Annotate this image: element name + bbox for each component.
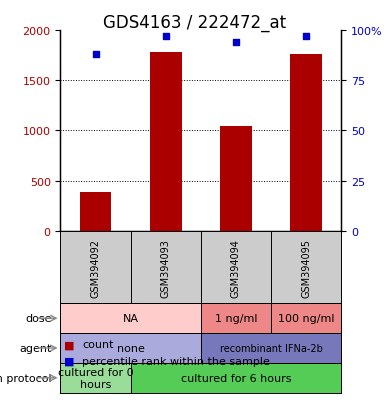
- Bar: [60, 363, 131, 393]
- Text: ■: ■: [64, 339, 75, 349]
- Bar: [271, 304, 341, 333]
- Text: recombinant IFNa-2b: recombinant IFNa-2b: [220, 343, 323, 353]
- Text: cultured for 0
hours: cultured for 0 hours: [58, 367, 133, 389]
- Bar: [201, 333, 341, 363]
- Text: GSM394095: GSM394095: [301, 238, 311, 297]
- Text: 100 ng/ml: 100 ng/ml: [278, 313, 334, 323]
- Point: [163, 34, 169, 40]
- Text: none: none: [117, 343, 145, 353]
- Text: percentile rank within the sample: percentile rank within the sample: [82, 356, 270, 366]
- Bar: [80, 192, 112, 231]
- Text: GDS4163 / 222472_at: GDS4163 / 222472_at: [103, 14, 287, 32]
- Text: agent: agent: [20, 343, 52, 353]
- Bar: [220, 127, 252, 231]
- Text: 1 ng/ml: 1 ng/ml: [215, 313, 257, 323]
- Text: growth protocol: growth protocol: [0, 373, 52, 383]
- Bar: [201, 304, 271, 333]
- Text: NA: NA: [122, 313, 139, 323]
- Point: [92, 52, 99, 58]
- Bar: [60, 333, 201, 363]
- Text: dose: dose: [25, 313, 52, 323]
- Bar: [150, 53, 182, 231]
- Bar: [60, 304, 201, 333]
- Point: [303, 34, 309, 40]
- Text: count: count: [82, 339, 113, 349]
- Text: ■: ■: [64, 356, 75, 366]
- Bar: [290, 55, 322, 231]
- Bar: [131, 363, 341, 393]
- Text: GSM394094: GSM394094: [231, 238, 241, 297]
- Text: GSM394093: GSM394093: [161, 238, 171, 297]
- Text: GSM394092: GSM394092: [90, 238, 101, 297]
- Text: cultured for 6 hours: cultured for 6 hours: [181, 373, 291, 383]
- Point: [233, 40, 239, 46]
